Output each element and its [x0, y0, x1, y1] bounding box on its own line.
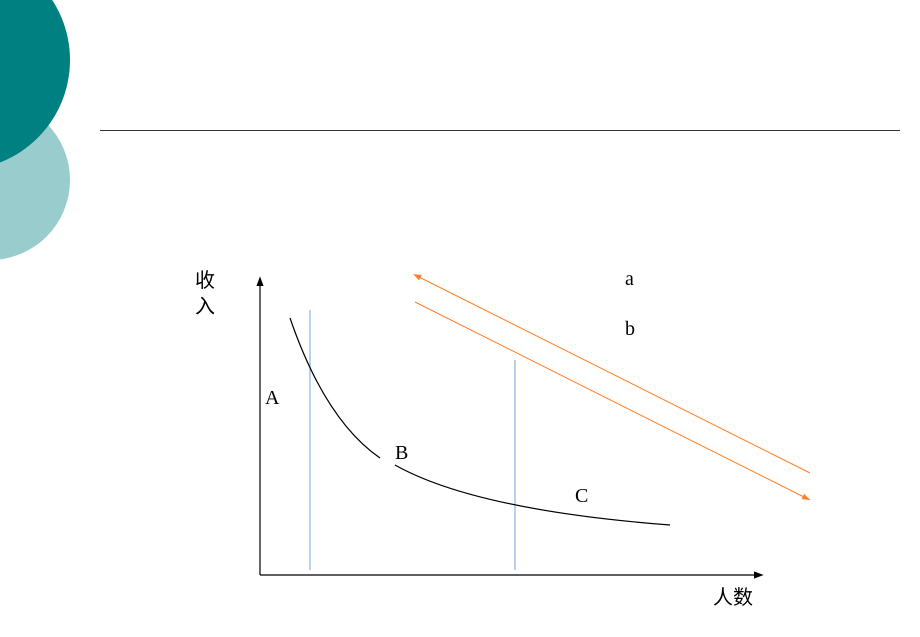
y-axis-label-line1: 收 — [195, 268, 217, 294]
x-axis-label: 人数 — [713, 585, 753, 611]
curve-segment-1 — [290, 318, 380, 458]
region-label-a: A — [265, 385, 279, 411]
curve-segment-2 — [395, 465, 670, 525]
income-population-chart: 收 入 人数 A B C — [215, 270, 775, 610]
region-label-b: B — [395, 440, 408, 466]
region-label-c: C — [575, 483, 588, 509]
y-axis-label: 收 入 — [195, 268, 217, 320]
y-axis-label-line2: 入 — [195, 294, 217, 320]
